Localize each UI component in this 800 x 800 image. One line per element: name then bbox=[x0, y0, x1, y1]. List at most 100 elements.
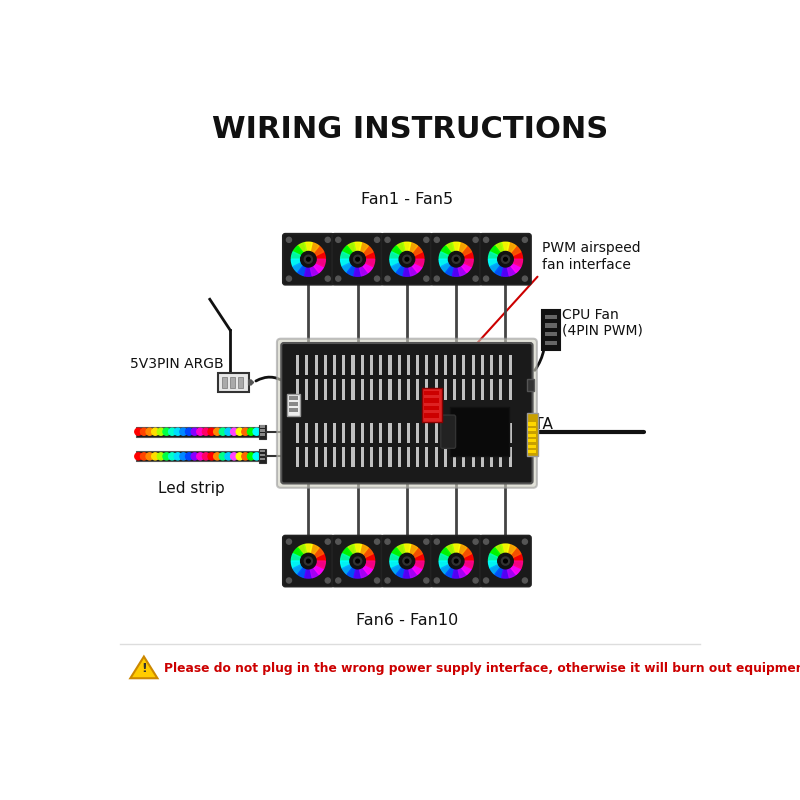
Wedge shape bbox=[396, 265, 406, 276]
Circle shape bbox=[498, 554, 514, 569]
Wedge shape bbox=[512, 554, 522, 561]
Bar bbox=[259, 450, 266, 463]
Wedge shape bbox=[315, 554, 326, 561]
Bar bbox=[528, 445, 536, 448]
Wedge shape bbox=[461, 548, 471, 558]
Bar bbox=[238, 377, 243, 388]
Circle shape bbox=[169, 453, 176, 460]
Wedge shape bbox=[458, 545, 467, 555]
Circle shape bbox=[385, 578, 390, 583]
Bar bbox=[453, 447, 456, 467]
Circle shape bbox=[483, 276, 489, 281]
Wedge shape bbox=[458, 265, 467, 276]
Bar bbox=[333, 447, 336, 467]
Bar bbox=[389, 355, 391, 375]
Circle shape bbox=[134, 428, 142, 435]
Wedge shape bbox=[313, 246, 324, 256]
Wedge shape bbox=[341, 259, 351, 266]
Bar bbox=[136, 451, 259, 462]
Bar bbox=[370, 422, 373, 443]
Bar bbox=[462, 447, 466, 467]
Bar bbox=[472, 355, 474, 375]
Bar bbox=[416, 355, 419, 375]
Bar bbox=[222, 377, 227, 388]
Circle shape bbox=[306, 559, 310, 563]
Circle shape bbox=[180, 428, 187, 435]
Bar bbox=[342, 447, 346, 467]
Circle shape bbox=[336, 539, 341, 544]
Bar bbox=[424, 414, 439, 418]
Circle shape bbox=[230, 453, 238, 460]
Bar bbox=[444, 422, 447, 443]
Circle shape bbox=[247, 428, 254, 435]
Bar bbox=[296, 447, 299, 467]
Circle shape bbox=[214, 428, 221, 435]
Wedge shape bbox=[341, 554, 351, 561]
Bar bbox=[324, 379, 327, 400]
Bar bbox=[361, 447, 364, 467]
Wedge shape bbox=[298, 242, 306, 254]
FancyBboxPatch shape bbox=[332, 234, 383, 285]
Wedge shape bbox=[510, 564, 521, 574]
Circle shape bbox=[242, 453, 249, 460]
Bar bbox=[527, 378, 534, 391]
Circle shape bbox=[219, 428, 226, 435]
Wedge shape bbox=[510, 246, 521, 256]
FancyBboxPatch shape bbox=[382, 234, 433, 285]
Bar bbox=[398, 422, 401, 443]
Bar bbox=[481, 422, 484, 443]
Circle shape bbox=[197, 428, 204, 435]
Circle shape bbox=[399, 554, 414, 569]
Text: !: ! bbox=[141, 662, 146, 675]
Wedge shape bbox=[291, 252, 302, 259]
Wedge shape bbox=[411, 262, 422, 273]
Bar bbox=[398, 447, 401, 467]
Wedge shape bbox=[354, 266, 362, 276]
Circle shape bbox=[286, 276, 291, 281]
Circle shape bbox=[326, 539, 330, 544]
Circle shape bbox=[454, 258, 458, 261]
Circle shape bbox=[434, 238, 439, 242]
Bar bbox=[407, 422, 410, 443]
Wedge shape bbox=[315, 561, 326, 569]
Bar bbox=[333, 422, 336, 443]
Wedge shape bbox=[305, 544, 312, 554]
Bar bbox=[490, 447, 493, 467]
Wedge shape bbox=[293, 548, 304, 558]
Wedge shape bbox=[359, 545, 368, 555]
Wedge shape bbox=[362, 246, 373, 256]
Bar bbox=[361, 355, 364, 375]
Wedge shape bbox=[512, 252, 522, 259]
Circle shape bbox=[356, 559, 359, 563]
Text: Led strip: Led strip bbox=[158, 481, 225, 496]
Wedge shape bbox=[403, 266, 410, 276]
Bar bbox=[490, 355, 493, 375]
Circle shape bbox=[452, 255, 460, 263]
Circle shape bbox=[405, 559, 409, 563]
Bar bbox=[444, 447, 447, 467]
Wedge shape bbox=[507, 265, 516, 276]
Circle shape bbox=[502, 557, 510, 565]
Circle shape bbox=[236, 428, 243, 435]
Circle shape bbox=[374, 539, 379, 544]
Wedge shape bbox=[354, 568, 362, 578]
Wedge shape bbox=[458, 567, 467, 578]
Wedge shape bbox=[510, 548, 521, 558]
Text: SATA: SATA bbox=[514, 417, 553, 432]
Bar bbox=[306, 422, 308, 443]
Wedge shape bbox=[298, 545, 306, 555]
Bar bbox=[434, 447, 438, 467]
Circle shape bbox=[225, 428, 232, 435]
Bar bbox=[260, 433, 265, 436]
Bar bbox=[416, 379, 419, 400]
Bar bbox=[453, 379, 456, 400]
Wedge shape bbox=[439, 561, 450, 569]
Circle shape bbox=[134, 453, 142, 460]
Bar bbox=[218, 373, 249, 392]
FancyBboxPatch shape bbox=[277, 338, 537, 488]
Wedge shape bbox=[463, 252, 474, 259]
Wedge shape bbox=[347, 265, 356, 276]
Wedge shape bbox=[446, 242, 454, 254]
Wedge shape bbox=[392, 564, 402, 574]
Bar bbox=[260, 430, 265, 432]
